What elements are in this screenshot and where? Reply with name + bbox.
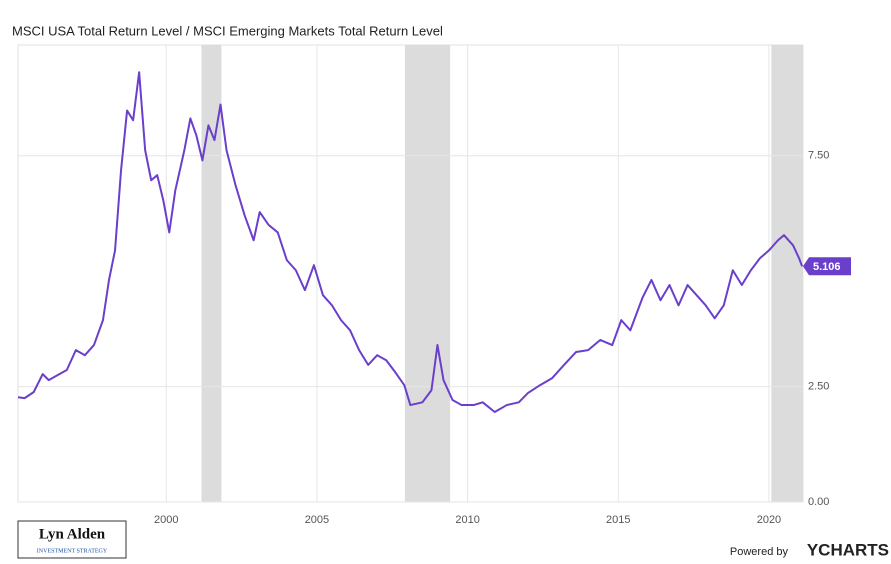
y-tick-label: 7.50 — [808, 150, 829, 162]
line — [17, 71, 804, 413]
recession-band — [201, 45, 222, 502]
y-tick-label: 2.50 — [808, 381, 829, 393]
logo-box — [17, 520, 127, 559]
chart-title: MSCI USA Total Return Level / MSCI Emerg… — [12, 23, 443, 38]
x-tick-label: 2005 — [305, 514, 329, 526]
value-tag-label: 5.106 — [813, 261, 841, 273]
x-tick-label: 2020 — [757, 514, 781, 526]
value-tag — [803, 257, 851, 276]
x-tick-label: 2015 — [606, 514, 630, 526]
x-tick-label: 2010 — [455, 514, 479, 526]
recession-band — [404, 45, 451, 502]
x-tick-label: 2000 — [154, 514, 178, 526]
logo-tagline: INVESTMENT STRATEGY — [37, 548, 108, 554]
y-tick-label: 0.00 — [808, 496, 829, 508]
credit-brand: YCHARTS — [807, 540, 889, 559]
logo-name: Lyn Alden — [39, 526, 106, 542]
recession-band — [771, 45, 803, 502]
credit-prefix: Powered by — [730, 546, 789, 558]
